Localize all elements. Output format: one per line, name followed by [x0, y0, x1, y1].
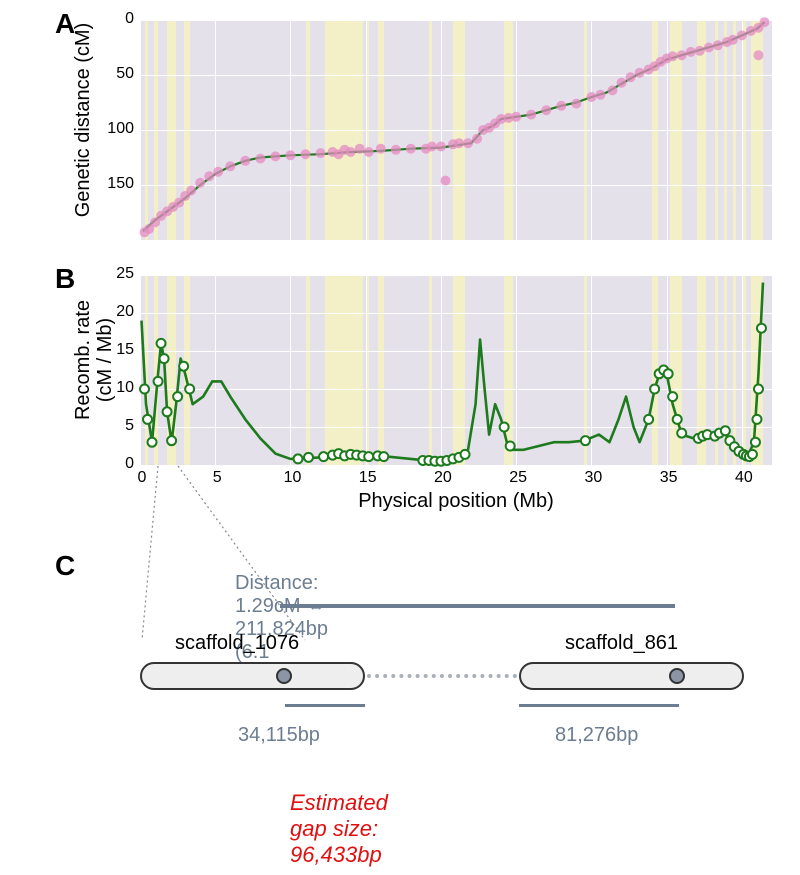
- ytick-label: 5: [125, 417, 134, 435]
- xtick-label: 15: [356, 469, 380, 487]
- scaffold1-bottom-bar: [285, 704, 365, 707]
- panel-b-plot: [140, 275, 772, 465]
- xtick-label: 20: [431, 469, 455, 487]
- ytick-label: 100: [107, 120, 134, 138]
- gap-size-text: Estimated gap size: 96,433bp: [290, 790, 388, 868]
- panel-c-label: C: [55, 550, 75, 582]
- scaffold1-below: 34,115bp: [238, 724, 320, 747]
- scaffold2-below: 81,276bp: [555, 724, 638, 747]
- scaffold-connector: [367, 674, 517, 678]
- xtick-label: 35: [657, 469, 681, 487]
- scaffold2-name: scaffold_861: [565, 632, 678, 655]
- ytick-label: 0: [125, 10, 134, 28]
- panel-b-xlabel: Physical position (Mb): [140, 490, 772, 513]
- panel-b-ylabel1: Recomb. rate: [72, 280, 95, 440]
- scaffold2-marker: [669, 668, 685, 684]
- ytick-label: 20: [116, 303, 134, 321]
- ytick-label: 25: [116, 265, 134, 283]
- scaffold2-bottom-bar: [519, 704, 679, 707]
- scaffold2: [519, 662, 744, 690]
- ytick-label: 50: [116, 65, 134, 83]
- panel-a-plot: [140, 20, 772, 240]
- xtick-label: 25: [506, 469, 530, 487]
- xtick-label: 40: [732, 469, 756, 487]
- panel-b-ylabel2: (cM / Mb): [94, 300, 117, 420]
- ytick-label: 15: [116, 341, 134, 359]
- ytick-label: 10: [116, 379, 134, 397]
- xtick-label: 30: [581, 469, 605, 487]
- distance-bar: [280, 604, 675, 608]
- xtick-label: 0: [130, 469, 154, 487]
- scaffold1: [140, 662, 365, 690]
- panel-a-ylabel: Genetic distance (cM): [72, 10, 95, 230]
- xtick-label: 10: [280, 469, 304, 487]
- ytick-label: 150: [107, 175, 134, 193]
- scaffold1-name: scaffold_1076: [175, 632, 299, 655]
- scaffold1-marker: [276, 668, 292, 684]
- xtick-label: 5: [205, 469, 229, 487]
